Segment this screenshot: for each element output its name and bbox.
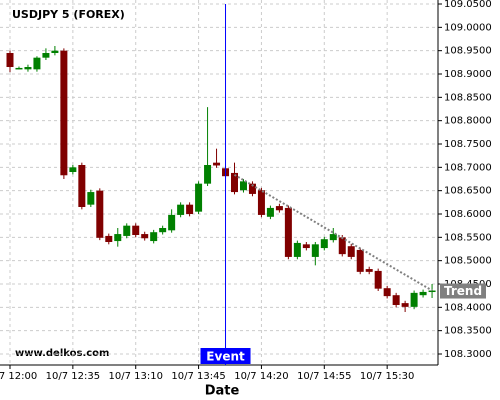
candle-body	[186, 204, 194, 214]
y-tick-label: 109.0000	[444, 22, 492, 33]
candle-body	[33, 57, 41, 70]
candle-body	[275, 206, 283, 211]
candle-body	[338, 237, 346, 255]
y-tick-label: 109.0500	[444, 0, 492, 10]
candle-body	[87, 192, 95, 205]
candle-body	[213, 162, 221, 166]
y-tick-label: 108.8500	[444, 92, 492, 103]
candle-body	[347, 246, 355, 257]
x-tick-label: 10/7 15:30	[360, 371, 414, 382]
y-tick-label: 108.8000	[444, 116, 492, 127]
y-tick-label: 108.5500	[444, 232, 492, 243]
candle-body	[392, 295, 400, 305]
candle-body	[96, 190, 104, 238]
y-tick-label: 108.4000	[444, 302, 492, 313]
candle-body	[329, 234, 337, 241]
y-tick-label: 108.6500	[444, 186, 492, 197]
candle-body	[177, 204, 185, 215]
candle-body	[195, 183, 203, 212]
candle-body	[69, 167, 77, 173]
candle-body	[356, 249, 364, 272]
candle-body	[123, 225, 131, 236]
trend-label-box	[440, 283, 486, 299]
y-tick-label: 108.3000	[444, 349, 492, 360]
candle-body	[24, 67, 32, 70]
y-tick-label: 108.3500	[444, 326, 492, 337]
candle-body	[320, 239, 328, 249]
candle-body	[6, 53, 14, 68]
y-tick-label: 108.5000	[444, 256, 492, 267]
y-tick-label: 108.9500	[444, 46, 492, 57]
candle-body	[419, 291, 427, 296]
candle-body	[239, 181, 247, 191]
candle-body	[141, 234, 149, 239]
candle-body	[374, 270, 382, 289]
candle-body	[105, 235, 113, 242]
candle-body	[15, 67, 23, 70]
x-tick-label: 10/7 13:10	[108, 371, 162, 382]
candle-body	[42, 53, 50, 58]
y-tick-label: 108.7000	[444, 162, 492, 173]
y-tick-label: 108.7500	[444, 139, 492, 150]
x-tick-label: 10/7 13:45	[171, 371, 225, 382]
candle-body	[428, 290, 436, 293]
candle-body	[114, 234, 122, 242]
candle-body	[293, 242, 301, 257]
trend-label: Trend	[444, 284, 482, 298]
candle-body	[383, 288, 391, 297]
candle-body	[168, 214, 176, 231]
x-tick-label: 10/7 12:00	[0, 371, 37, 382]
candle-body	[257, 190, 265, 215]
candle-body	[204, 165, 212, 184]
candle-body	[159, 227, 167, 233]
x-tick-label: 10/7 12:35	[46, 371, 100, 382]
candle-body	[410, 292, 418, 307]
candle-body	[266, 207, 274, 217]
candle-body	[78, 165, 86, 207]
y-tick-label: 108.6000	[444, 209, 492, 220]
event-label-box	[200, 348, 251, 364]
candle-body	[51, 50, 59, 54]
chart-title: USDJPY 5 (FOREX)	[12, 8, 125, 21]
candle-body	[60, 50, 68, 176]
x-axis-title: Date	[205, 384, 240, 399]
event-label: Event	[206, 350, 245, 364]
x-tick-label: 10/7 14:20	[234, 371, 288, 382]
candle-body	[401, 303, 409, 307]
candle-body	[248, 183, 256, 194]
candle-body	[150, 232, 158, 242]
candle-body	[284, 207, 292, 257]
y-tick-label: 108.9000	[444, 69, 492, 80]
candle-body	[302, 244, 310, 249]
x-tick-label: 10/7 14:55	[297, 371, 351, 382]
candle-body	[132, 225, 140, 235]
candle-body	[311, 244, 319, 257]
candle-body	[231, 172, 238, 193]
candle-body	[365, 269, 373, 272]
